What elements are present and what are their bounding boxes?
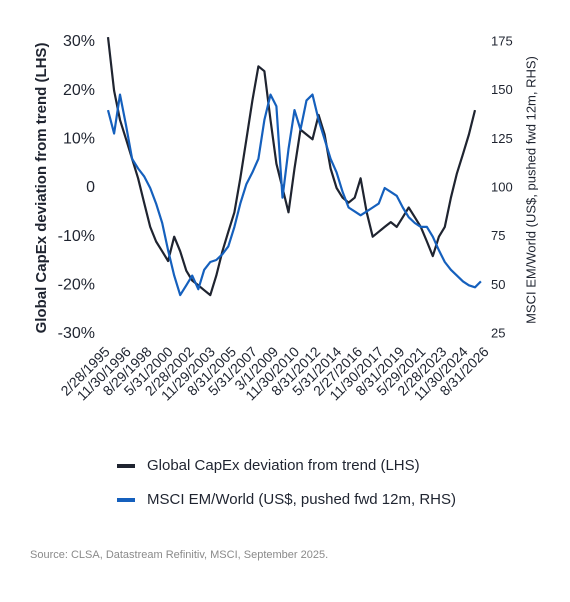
- source-note: Source: CLSA, Datastream Refinitiv, MSCI…: [30, 549, 328, 561]
- y2-tick-label: 125: [491, 131, 513, 146]
- y2-tick-label: 25: [491, 325, 505, 340]
- y2-tick-label: 175: [491, 33, 513, 48]
- y2-tick-label: 150: [491, 82, 513, 97]
- data-line: [106, 93, 482, 297]
- legend-label: Global CapEx deviation from trend (LHS): [147, 457, 420, 474]
- y2-tick-label: 100: [491, 179, 513, 194]
- y-tick-label: -10%: [58, 228, 95, 245]
- y2-tick-label: 75: [491, 228, 505, 243]
- y-tick-label: 0: [86, 179, 95, 196]
- y-tick-label: 30%: [63, 33, 95, 50]
- data-line: [106, 36, 477, 297]
- y-tick-label: 20%: [63, 82, 95, 99]
- legend-label: MSCI EM/World (US$, pushed fwd 12m, RHS): [147, 491, 456, 508]
- y-axis-title: Global CapEx deviation from trend (LHS): [33, 43, 50, 334]
- y2-tick-label: 50: [491, 277, 505, 292]
- y-tick-label: 10%: [63, 131, 95, 148]
- y-tick-label: -30%: [58, 325, 95, 342]
- y2-axis-title: MSCI EM/World (US$, pushed fwd 12m, RHS): [523, 56, 538, 324]
- y-tick-label: -20%: [58, 277, 95, 294]
